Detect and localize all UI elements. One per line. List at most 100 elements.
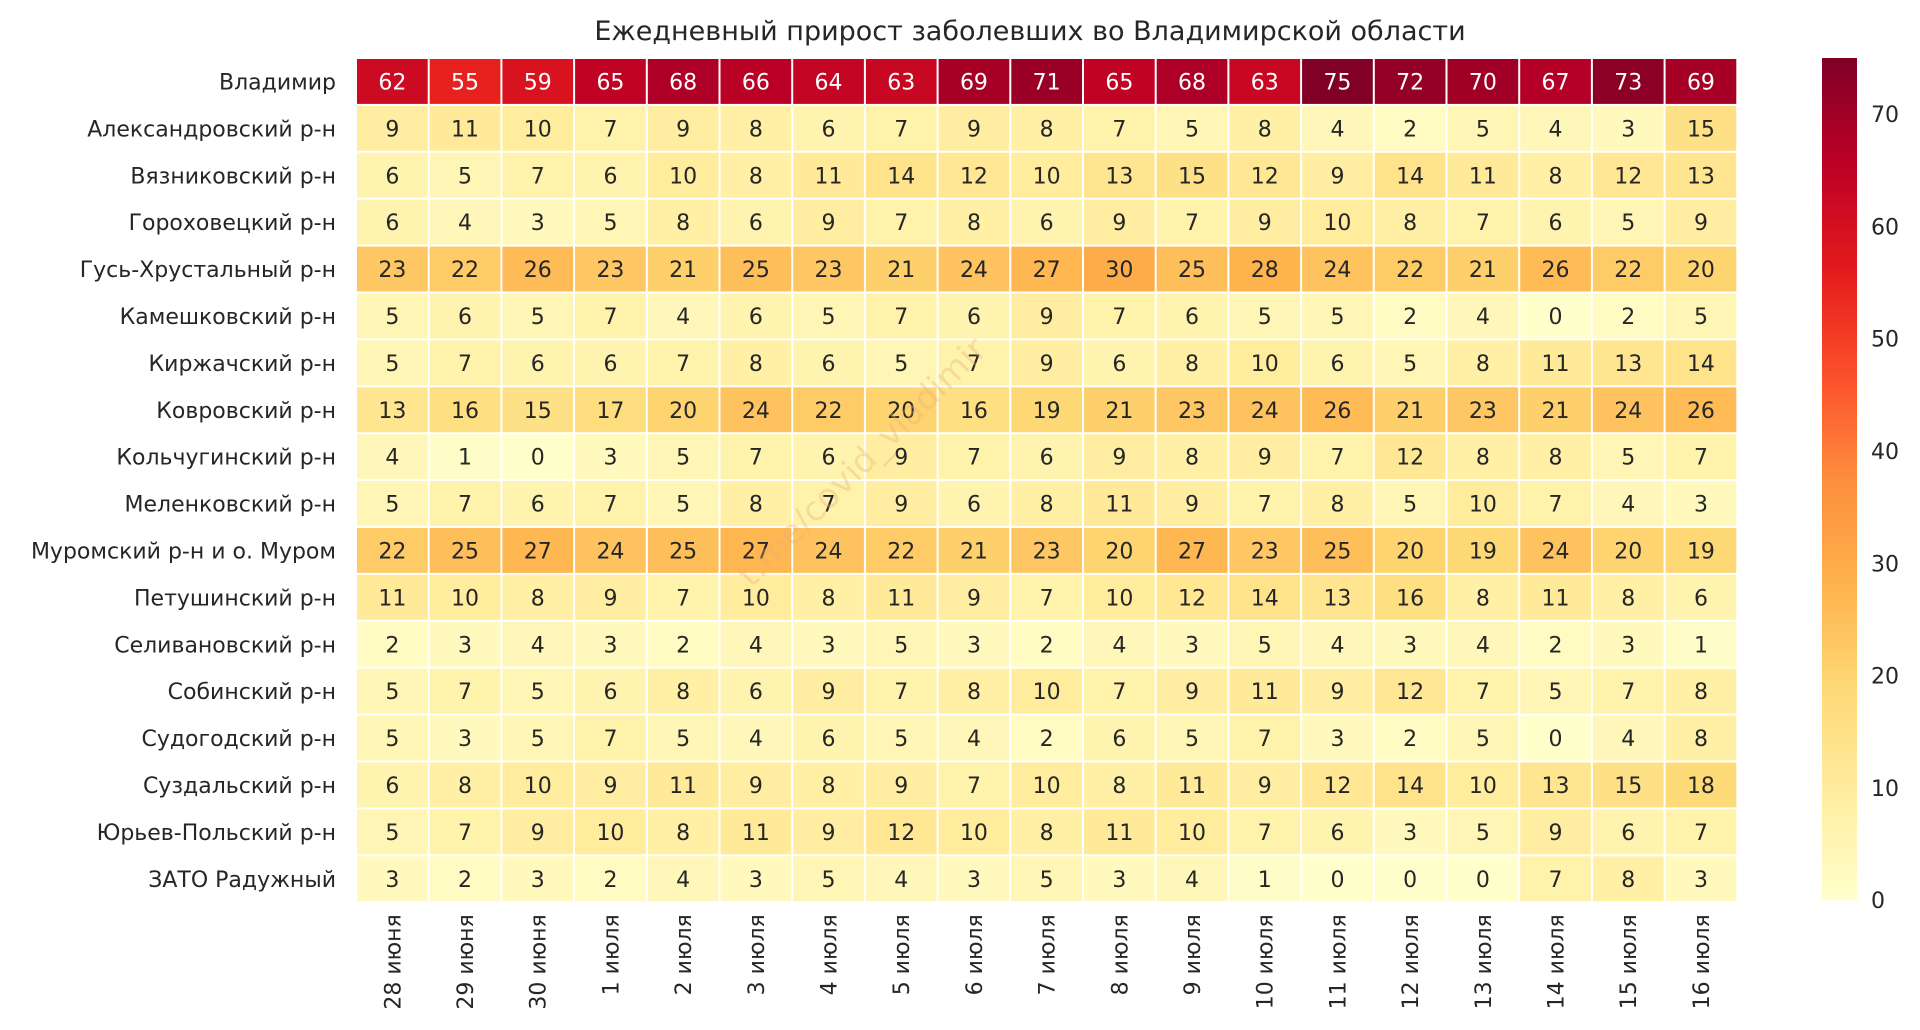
cell-value-label: 5 [531,680,545,705]
heatmap-cell [1084,574,1155,620]
heatmap-cell [1011,199,1082,245]
column-label: 2 июля [672,914,697,995]
column-label: 8 июля [1108,914,1133,995]
heatmap-cell [938,574,1010,620]
heatmap-cell [1229,809,1301,855]
heatmap-cell [647,668,719,714]
cell-value-label: 11 [815,164,843,189]
heatmap-cell [502,340,574,386]
heatmap-cell [502,809,574,855]
heatmap-cell [720,105,792,151]
cell-value-label: 72 [1396,70,1424,95]
cell-value-label: 8 [1112,774,1126,799]
heatmap-cell [1520,246,1591,292]
heatmap-cell [1011,59,1082,104]
heatmap-cell [1302,293,1373,339]
cell-value-label: 6 [822,352,836,377]
heatmap-cell [647,199,719,245]
cell-value-label: 5 [1476,117,1490,142]
cell-value-label: 9 [676,117,690,142]
cell-value-label: 4 [531,633,545,658]
cell-value-label: 20 [1614,539,1642,564]
heatmap-cell [1447,59,1519,104]
heatmap-cell [502,387,574,433]
cell-value-label: 8 [1549,164,1563,189]
cell-value-label: 10 [742,586,770,611]
cell-value-label: 4 [1476,305,1490,330]
cell-value-label: 28 [1251,258,1279,283]
cell-value-label: 20 [1396,539,1424,564]
heatmap-cell [1665,715,1737,761]
heatmap-cell [357,621,428,667]
heatmap-cell [1156,621,1228,667]
cell-value-label: 8 [1185,446,1199,471]
heatmap-cell [647,528,719,573]
heatmap-cell [1520,199,1591,245]
heatmap-cell [575,574,646,620]
cell-value-label: 13 [1542,774,1570,799]
cell-value-label: 16 [960,399,988,424]
cell-value-label: 6 [1694,586,1708,611]
cell-value-label: 14 [1687,352,1715,377]
cell-value-label: 11 [378,586,406,611]
heatmap-cell [575,481,646,526]
cell-value-label: 25 [1178,258,1206,283]
heatmap-cell [938,809,1010,855]
heatmap-cell [938,434,1010,480]
cell-value-label: 10 [1033,680,1061,705]
heatmap-cell [1084,105,1155,151]
cell-value-label: 5 [822,868,836,893]
column-label: 9 июля [1181,914,1206,995]
cell-value-label: 7 [1694,821,1708,846]
heatmap-cell [938,387,1010,433]
cell-value-label: 7 [1621,680,1635,705]
cell-value-label: 20 [1105,539,1133,564]
cell-value-label: 68 [669,70,697,95]
cell-value-label: 2 [1621,305,1635,330]
cell-value-label: 4 [1476,633,1490,658]
cell-value-label: 7 [1330,446,1344,471]
heatmap-cell [1084,434,1155,480]
cell-value-label: 10 [1033,774,1061,799]
cell-value-label: 25 [1323,539,1351,564]
cell-value-label: 10 [1178,821,1206,846]
heatmap-cell [1302,246,1373,292]
cell-value-label: 0 [1330,868,1344,893]
heatmap-cell [1302,762,1373,808]
row-label: Вязниковский р-н [130,164,336,189]
cell-value-label: 9 [531,821,545,846]
heatmap-cell [429,668,501,714]
cell-value-label: 8 [531,586,545,611]
heatmap-cell [1156,809,1228,855]
cell-value-label: 6 [1040,211,1054,236]
cell-value-label: 70 [1469,70,1497,95]
cell-value-label: 1 [458,446,472,471]
cell-value-label: 5 [1258,305,1272,330]
cell-value-label: 8 [1258,117,1272,142]
heatmap-cell [1011,762,1082,808]
cell-value-label: 8 [749,164,763,189]
heatmap-cell [1011,856,1082,902]
cell-value-label: 7 [1476,680,1490,705]
cell-value-label: 1 [1258,868,1272,893]
cell-value-label: 14 [887,164,915,189]
cell-value-label: 9 [894,446,908,471]
heatmap-cell [1084,528,1155,573]
heatmap-cell [1302,481,1373,526]
cell-value-label: 9 [1549,821,1563,846]
cell-value-label: 5 [603,211,617,236]
cell-value-label: 12 [887,821,915,846]
cell-value-label: 9 [385,117,399,142]
heatmap-cell [1302,105,1373,151]
heatmap-cell [938,152,1010,198]
cell-value-label: 65 [596,70,624,95]
cell-value-label: 12 [1614,164,1642,189]
heatmap-cell [1156,387,1228,433]
heatmap-cell [357,199,428,245]
cell-value-label: 8 [822,586,836,611]
heatmap-cell [1665,340,1737,386]
heatmap-cell [357,340,428,386]
cell-value-label: 6 [822,117,836,142]
heatmap-cell [575,152,646,198]
